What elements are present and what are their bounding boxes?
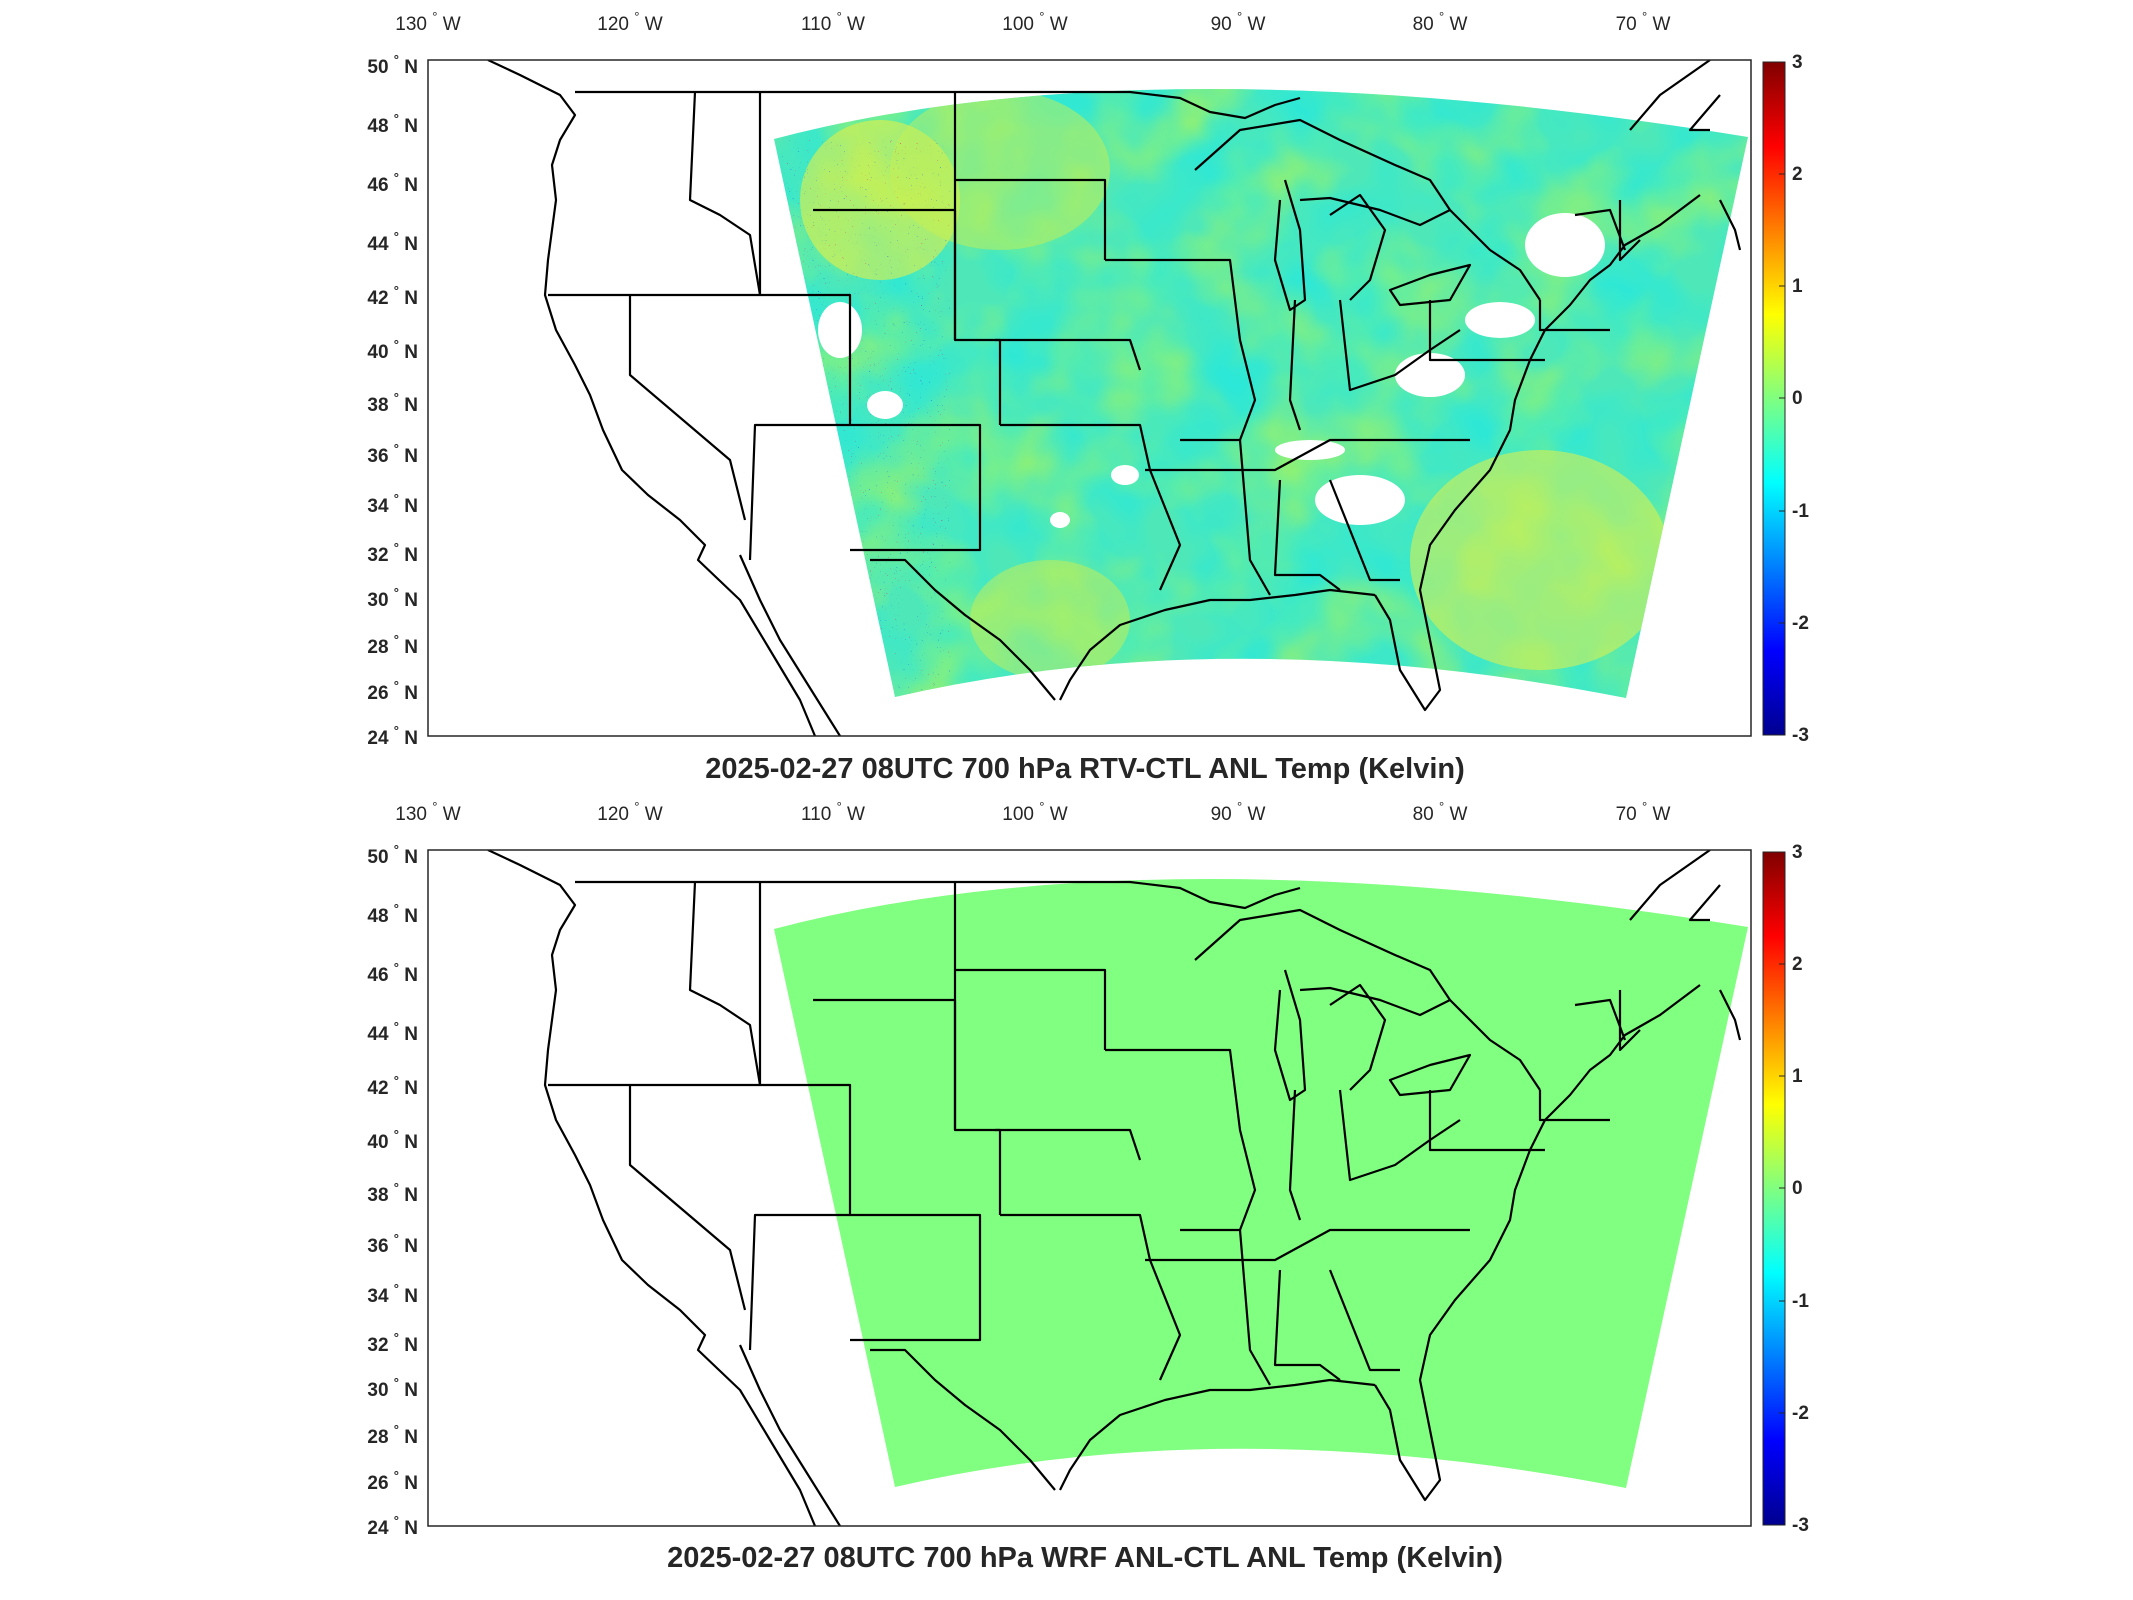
longitude-label: 90 ° W — [1211, 9, 1266, 35]
longitude-axis: 130 ° W 120 ° W 110 ° W 100 ° W 90 ° W 80 ° W… — [395, 799, 1670, 825]
latitude-label: 30 ° N — [367, 585, 418, 611]
longitude-label: 90 ° W — [1211, 799, 1266, 825]
colorbar-tick-label: -1 — [1792, 501, 1809, 522]
map-figure: 130 ° W 120 ° W 110 ° W 100 ° W 90 ° W 80 ° W… — [367, 9, 1809, 785]
longitude-axis: 130 ° W 120 ° W 110 ° W 100 ° W 90 ° W 80 ° W… — [395, 9, 1670, 35]
longitude-label: 100 ° W — [1002, 9, 1067, 35]
colorbar-tick-label: 1 — [1792, 1066, 1803, 1087]
colorbar-tick-label: -2 — [1792, 613, 1809, 634]
latitude-label: 50 ° N — [367, 52, 418, 78]
latitude-label: 38 ° N — [367, 390, 418, 416]
latitude-label: 32 ° N — [367, 540, 418, 566]
colorbar-tick-label: -1 — [1792, 1291, 1809, 1312]
map-axes-frame — [427, 849, 1752, 1527]
boundary-lines — [487, 60, 1742, 736]
latitude-label: 42 ° N — [367, 283, 418, 309]
latitude-label: 44 ° N — [367, 1019, 418, 1045]
longitude-label: 100 ° W — [1002, 799, 1067, 825]
latitude-label: 30 ° N — [367, 1375, 418, 1401]
latitude-label: 26 ° N — [367, 678, 418, 704]
latitude-label: 24 ° N — [367, 723, 418, 749]
colorbar-tick-label: 3 — [1792, 52, 1803, 73]
map-title: 2025-02-27 08UTC 700 hPa RTV-CTL ANL Tem… — [705, 753, 1465, 785]
latitude-axis: 50 ° N 48 ° N 46 ° N 44 ° N 42 ° N 40 ° N 38 °… — [367, 842, 418, 1539]
temperature-field — [774, 878, 1748, 1488]
latitude-label: 40 ° N — [367, 1127, 418, 1153]
latitude-label: 36 ° N — [367, 1231, 418, 1257]
boundary-lines — [487, 850, 1742, 1526]
map-axes-frame — [427, 59, 1752, 737]
colorbar-tick-label: 2 — [1792, 164, 1803, 185]
colorbar-tick-label: 3 — [1792, 842, 1803, 863]
colorbar-ticks: 3 2 1 0 -1 -2 -3 — [1779, 842, 1809, 1536]
latitude-axis: 50 ° N 48 ° N 46 ° N 44 ° N 42 ° N 40 ° N 38 °… — [367, 52, 418, 749]
latitude-label: 40 ° N — [367, 337, 418, 363]
latitude-label: 28 ° N — [367, 632, 418, 658]
latitude-label: 50 ° N — [367, 842, 418, 868]
colorbar-tick-label: -3 — [1792, 1515, 1809, 1536]
colorbar-tick-label: 0 — [1792, 1178, 1803, 1199]
latitude-label: 36 ° N — [367, 441, 418, 467]
longitude-label: 130 ° W — [395, 9, 460, 35]
colorbar-tick-label: 1 — [1792, 276, 1803, 297]
longitude-label: 120 ° W — [597, 9, 662, 35]
latitude-label: 28 ° N — [367, 1422, 418, 1448]
temperature-field — [774, 88, 1748, 699]
longitude-label: 130 ° W — [395, 799, 460, 825]
latitude-label: 46 ° N — [367, 960, 418, 986]
latitude-label: 48 ° N — [367, 901, 418, 927]
longitude-label: 120 ° W — [597, 799, 662, 825]
map-panel-difference: 130 ° W 120 ° W 110 ° W 100 ° W 90 ° W 80 ° W… — [367, 9, 1809, 785]
longitude-label: 70 ° W — [1616, 9, 1671, 35]
latitude-label: 38 ° N — [367, 1180, 418, 1206]
latitude-label: 34 ° N — [367, 1281, 418, 1307]
colorbar-tick-label: -3 — [1792, 725, 1809, 746]
latitude-label: 46 ° N — [367, 170, 418, 196]
latitude-label: 24 ° N — [367, 1513, 418, 1539]
latitude-label: 48 ° N — [367, 111, 418, 137]
colorbar-tick-label: -2 — [1792, 1403, 1809, 1424]
colorbar-tick-label: 0 — [1792, 388, 1803, 409]
latitude-label: 44 ° N — [367, 229, 418, 255]
latitude-label: 42 ° N — [367, 1073, 418, 1099]
map-panel-wrf: 130 ° W 120 ° W 110 ° W 100 ° W 90 ° W 80 ° W… — [0, 790, 2133, 1590]
longitude-label: 110 ° W — [801, 9, 865, 35]
latitude-label: 32 ° N — [367, 1330, 418, 1356]
latitude-label: 26 ° N — [367, 1468, 418, 1494]
longitude-label: 110 ° W — [801, 799, 865, 825]
longitude-label: 80 ° W — [1413, 799, 1468, 825]
longitude-label: 70 ° W — [1616, 799, 1671, 825]
latitude-label: 34 ° N — [367, 491, 418, 517]
longitude-label: 80 ° W — [1413, 9, 1468, 35]
map-figure: 130 ° W 120 ° W 110 ° W 100 ° W 90 ° W 80 ° W… — [367, 799, 1809, 1574]
map-title: 2025-02-27 08UTC 700 hPa WRF ANL-CTL ANL… — [667, 1542, 1503, 1574]
colorbar-ticks: 3 2 1 0 -1 -2 -3 — [1779, 52, 1809, 746]
colorbar-tick-label: 2 — [1792, 954, 1803, 975]
